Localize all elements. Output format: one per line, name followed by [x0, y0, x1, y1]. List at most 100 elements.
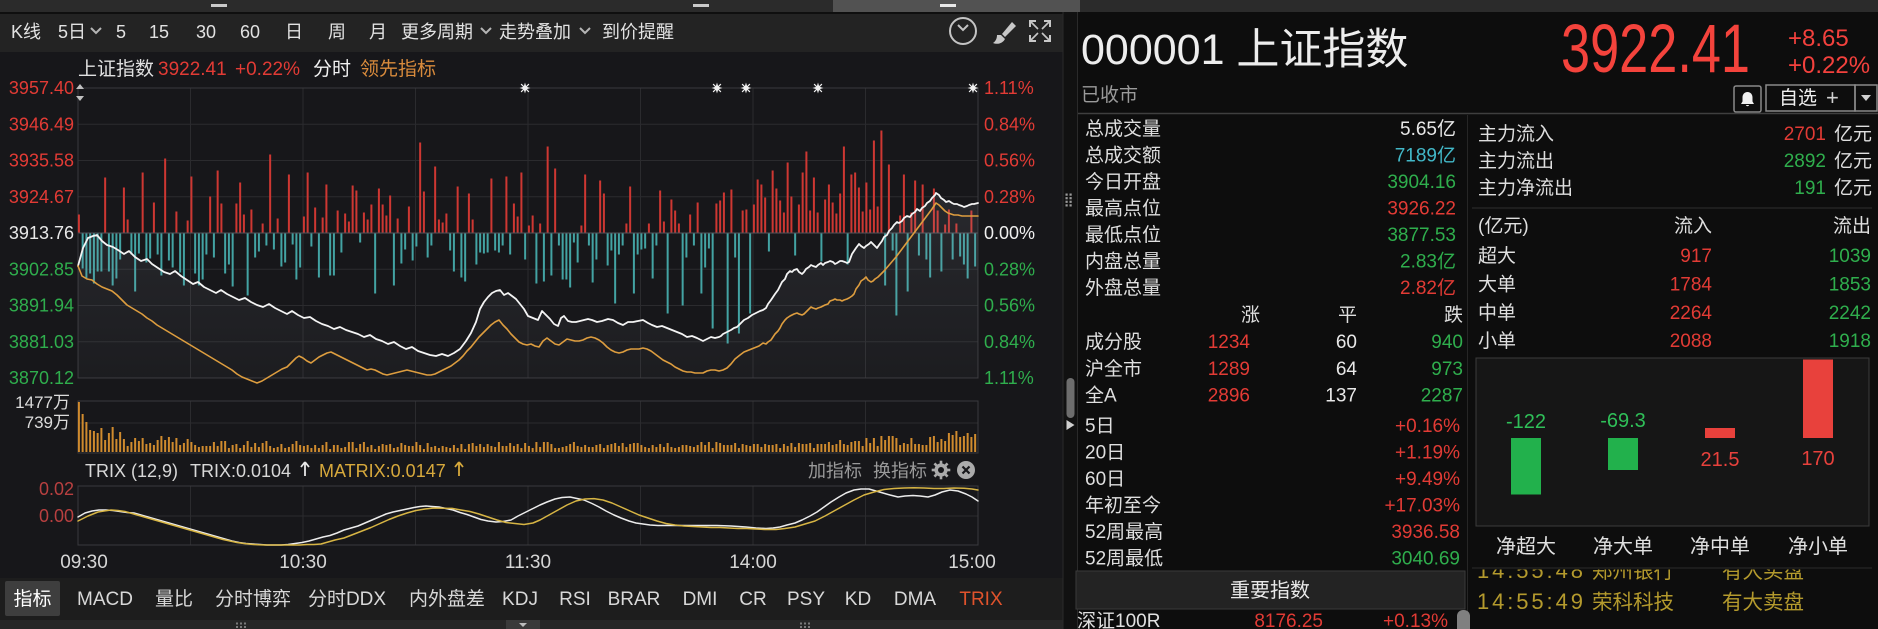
svg-text:成分股: 成分股	[1085, 331, 1142, 353]
svg-text:PSY: PSY	[787, 589, 825, 610]
svg-text:分时博弈: 分时博弈	[215, 588, 291, 610]
svg-text:TRIX (12,9): TRIX (12,9)	[85, 461, 178, 481]
svg-text:+9.49%: +9.49%	[1395, 469, 1460, 490]
svg-text:主力净流出: 主力净流出	[1478, 177, 1573, 199]
svg-text:量比: 量比	[155, 588, 193, 610]
svg-text:0.56%: 0.56%	[984, 151, 1035, 171]
svg-text:涨: 涨	[1241, 304, 1260, 326]
svg-text:KDJ: KDJ	[502, 589, 538, 610]
svg-text:亿元: 亿元	[1834, 123, 1872, 145]
svg-text:1.11%: 1.11%	[984, 78, 1034, 98]
svg-text:60日: 60日	[1085, 469, 1125, 490]
svg-text:0.28%: 0.28%	[984, 187, 1035, 207]
svg-text:亿元: 亿元	[1834, 150, 1872, 172]
svg-text:60: 60	[240, 22, 260, 42]
svg-text:内外盘差: 内外盘差	[409, 588, 485, 610]
svg-text:15: 15	[149, 22, 169, 42]
svg-text:0.28%: 0.28%	[984, 259, 1035, 279]
svg-text:14:55:49: 14:55:49	[1477, 589, 1586, 614]
svg-text:+8.65: +8.65	[1788, 25, 1849, 52]
svg-text:上证指数: 上证指数	[78, 58, 154, 80]
svg-text:2.83亿: 2.83亿	[1400, 251, 1456, 273]
svg-text:3040.69: 3040.69	[1391, 549, 1460, 570]
svg-text:3957.40: 3957.40	[9, 78, 74, 98]
svg-text:今日开盘: 今日开盘	[1085, 171, 1161, 193]
svg-text:2892: 2892	[1784, 151, 1826, 172]
svg-text:7189亿: 7189亿	[1395, 145, 1456, 167]
svg-text:RSI: RSI	[559, 589, 591, 610]
svg-text:内盘总量: 内盘总量	[1085, 251, 1161, 273]
svg-text:净大单: 净大单	[1593, 535, 1653, 558]
svg-text:2.82亿: 2.82亿	[1400, 277, 1456, 299]
svg-text:+17.03%: +17.03%	[1384, 496, 1460, 517]
svg-text:净小单: 净小单	[1788, 535, 1848, 558]
svg-text:3936.58: 3936.58	[1391, 522, 1460, 543]
svg-text:净中单: 净中单	[1690, 535, 1750, 558]
svg-text:分时DDX: 分时DDX	[308, 588, 386, 610]
svg-text:+0.13%: +0.13%	[1383, 611, 1448, 629]
svg-text:小单: 小单	[1478, 330, 1516, 352]
svg-text:走势叠加: 走势叠加	[499, 22, 571, 42]
svg-text:2287: 2287	[1421, 386, 1463, 407]
svg-text:0.00: 0.00	[39, 506, 74, 526]
svg-text:14:55:48: 14:55:48	[1477, 558, 1586, 583]
svg-text:15:00: 15:00	[948, 552, 996, 573]
svg-text:郑州银行: 郑州银行	[1592, 560, 1674, 583]
svg-text:领先指标: 领先指标	[360, 58, 436, 80]
svg-text:平: 平	[1338, 305, 1357, 326]
svg-text:000001 上证指数: 000001 上证指数	[1081, 26, 1408, 74]
svg-text:重要指数: 重要指数	[1230, 579, 1310, 602]
svg-text:2896: 2896	[1208, 386, 1250, 407]
svg-text:主力流出: 主力流出	[1478, 150, 1554, 172]
svg-text:1477万: 1477万	[15, 393, 70, 412]
svg-text:3926.22: 3926.22	[1387, 199, 1456, 220]
svg-text:+1.19%: +1.19%	[1395, 443, 1460, 464]
svg-text:3877.53: 3877.53	[1387, 225, 1456, 246]
svg-text:2242: 2242	[1829, 303, 1871, 324]
svg-text:+0.16%: +0.16%	[1395, 416, 1460, 437]
svg-text:3904.16: 3904.16	[1387, 172, 1456, 193]
svg-text:已收市: 已收市	[1081, 84, 1138, 106]
svg-text:DMA: DMA	[894, 589, 937, 610]
svg-text:深证100R: 深证100R	[1077, 610, 1160, 629]
svg-text:-69.3: -69.3	[1600, 410, 1646, 432]
svg-text:有大卖盘: 有大卖盘	[1722, 591, 1804, 614]
svg-text:BRAR: BRAR	[608, 589, 661, 610]
svg-text:+0.22%: +0.22%	[1788, 52, 1870, 79]
svg-text:TRIX: TRIX	[959, 589, 1003, 610]
svg-text:1784: 1784	[1670, 275, 1713, 296]
svg-text:10:30: 10:30	[279, 552, 327, 573]
svg-text:0.84%: 0.84%	[984, 332, 1035, 352]
svg-text:KD: KD	[845, 589, 871, 610]
svg-text:有大买盘: 有大买盘	[1722, 560, 1804, 583]
svg-text:3870.12: 3870.12	[9, 368, 74, 388]
svg-text:739万: 739万	[25, 413, 70, 432]
svg-text:(亿元): (亿元)	[1478, 215, 1529, 237]
svg-text:日: 日	[285, 22, 303, 42]
svg-text:净超大: 净超大	[1496, 535, 1556, 558]
svg-text:0.00%: 0.00%	[984, 223, 1035, 243]
svg-text:3946.49: 3946.49	[9, 114, 74, 134]
svg-text:30: 30	[196, 22, 216, 42]
svg-text:CR: CR	[739, 589, 766, 610]
svg-text:月: 月	[369, 22, 387, 42]
svg-text:2701: 2701	[1784, 124, 1826, 145]
svg-text:191: 191	[1794, 178, 1826, 199]
svg-text:亿元: 亿元	[1834, 177, 1872, 199]
svg-text:52周最低: 52周最低	[1085, 548, 1163, 570]
svg-text:MACD: MACD	[77, 589, 133, 610]
svg-text:跌: 跌	[1444, 304, 1463, 326]
svg-text:总成交额: 总成交额	[1085, 145, 1161, 167]
svg-text:2264: 2264	[1670, 303, 1713, 324]
svg-text:最高点位: 最高点位	[1085, 198, 1161, 220]
svg-text:年初至今: 年初至今	[1085, 495, 1161, 517]
svg-text:5: 5	[116, 22, 126, 42]
svg-text:5日: 5日	[1085, 416, 1115, 437]
svg-text:64: 64	[1336, 359, 1358, 380]
svg-text:3881.03: 3881.03	[9, 332, 74, 352]
svg-text:加指标: 加指标	[808, 461, 862, 481]
svg-text:0.56%: 0.56%	[984, 296, 1035, 316]
svg-text:60: 60	[1336, 332, 1357, 353]
svg-text:最低点位: 最低点位	[1085, 224, 1161, 246]
svg-text:指标: 指标	[13, 588, 51, 610]
